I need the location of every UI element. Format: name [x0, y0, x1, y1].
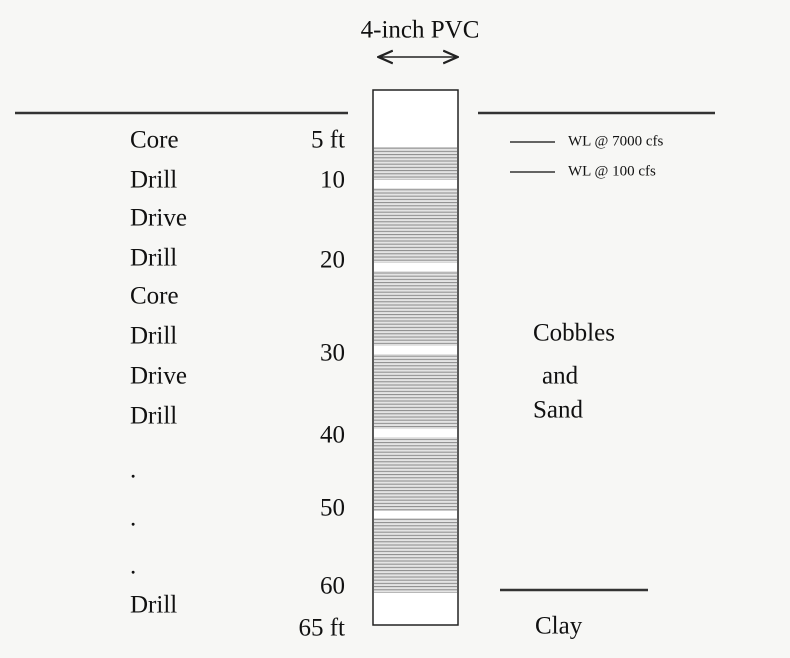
- depth-label: 65 ft: [298, 615, 345, 642]
- method-label: .: [130, 505, 136, 532]
- legend-label: WL @ 7000 cfs: [568, 133, 663, 149]
- depth-label: 40: [320, 422, 345, 449]
- stratum-label: Sand: [533, 397, 584, 424]
- screen: [374, 147, 457, 180]
- screens: [374, 147, 457, 593]
- labels: Core Drill Drive Drill Core Drill Drive Drill..…: [130, 127, 663, 642]
- method-label: Drill: [130, 323, 177, 350]
- method-label: Core: [130, 283, 179, 310]
- depth-label: 20: [320, 247, 345, 274]
- method-label: Drive: [130, 205, 187, 232]
- screen: [374, 271, 457, 346]
- stratum-label: Cobbles: [533, 320, 615, 347]
- legend-label: WL @ 100 cfs: [568, 163, 656, 179]
- method-label: Drill: [130, 245, 177, 272]
- title: 4-inch PVC: [361, 17, 480, 44]
- method-label: Core: [130, 127, 179, 154]
- depth-label: 10: [320, 167, 345, 194]
- screen: [374, 437, 457, 511]
- depth-label: 30: [320, 340, 345, 367]
- screen: [374, 518, 457, 593]
- stratum-label: Clay: [535, 613, 583, 640]
- depth-label: 50: [320, 495, 345, 522]
- screen: [374, 188, 457, 263]
- method-label: Drive: [130, 363, 187, 390]
- depth-label: 5 ft: [311, 127, 345, 154]
- method-label: .: [130, 553, 136, 580]
- stratum-label: and: [542, 363, 579, 390]
- screen: [374, 354, 457, 429]
- method-label: Drill: [130, 403, 177, 430]
- method-label: Drill: [130, 167, 177, 194]
- method-label: Drill: [130, 592, 177, 619]
- method-label: .: [130, 457, 136, 484]
- depth-label: 60: [320, 573, 345, 600]
